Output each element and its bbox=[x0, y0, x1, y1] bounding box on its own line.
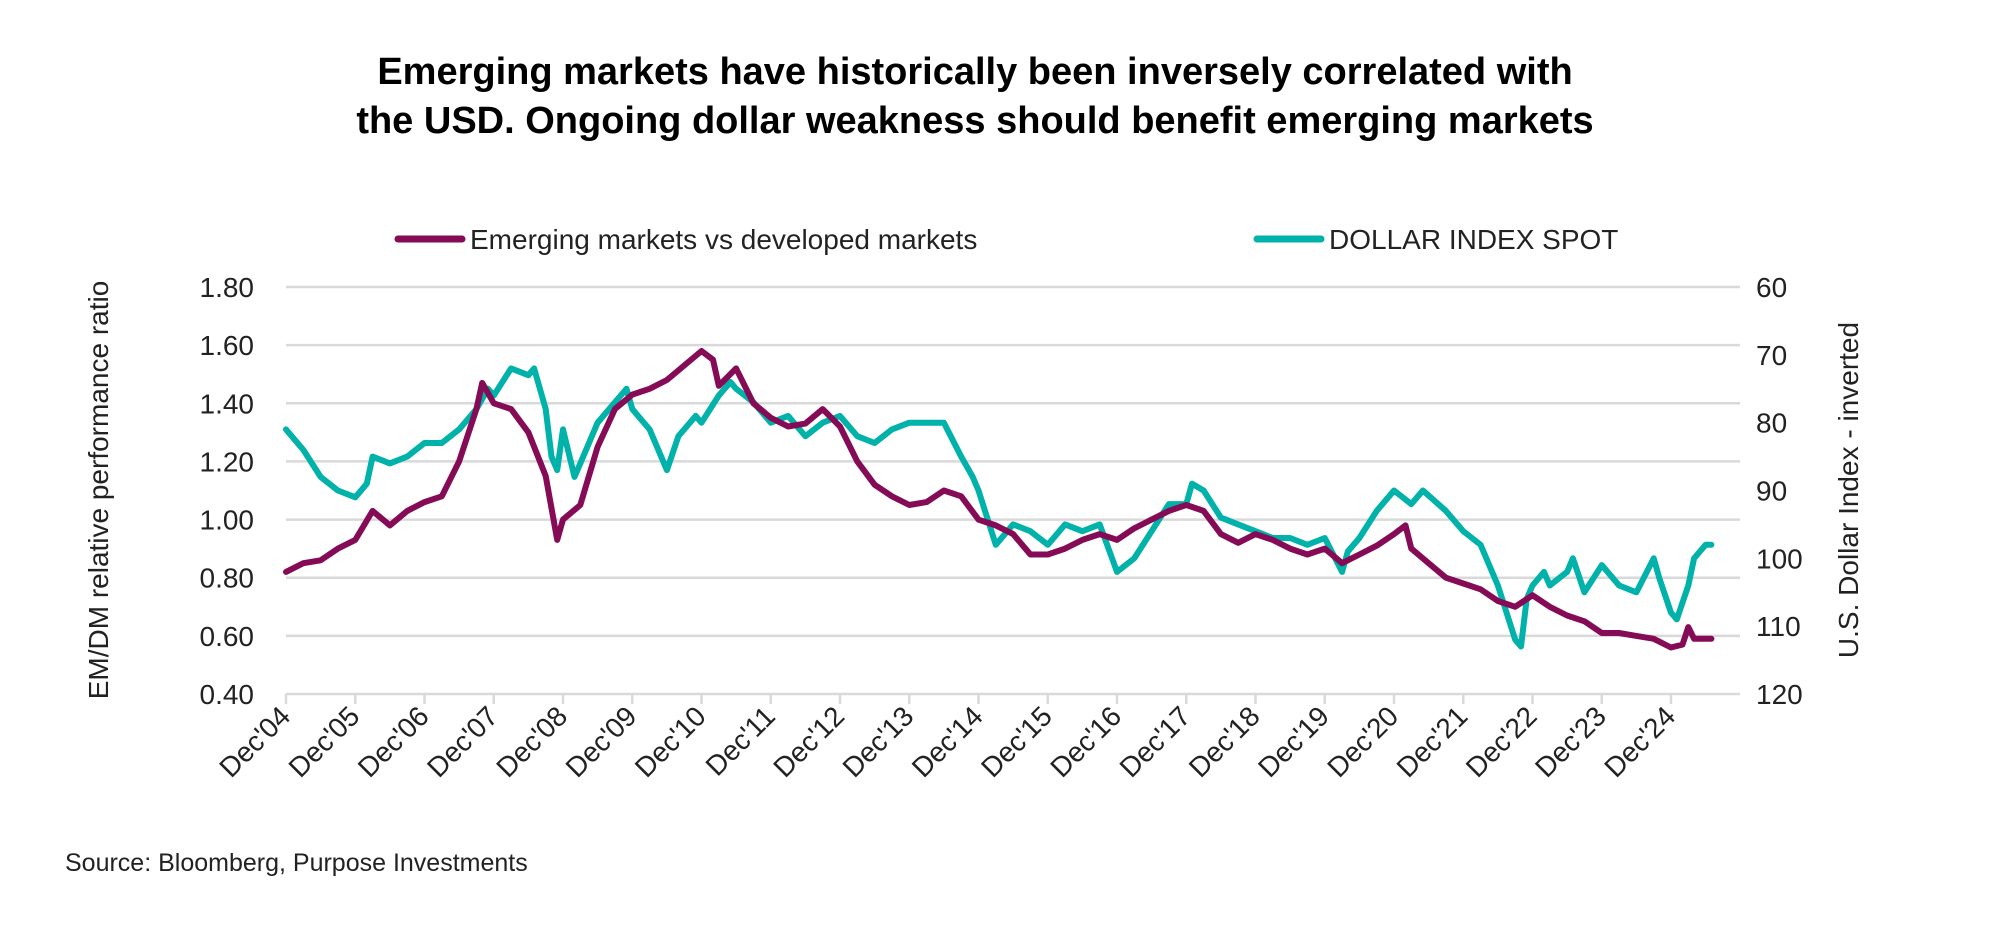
x-tick-label: Dec'23 bbox=[1529, 700, 1612, 783]
right-tick-label: 80 bbox=[1756, 408, 1787, 439]
right-tick-label: 90 bbox=[1756, 476, 1787, 507]
left-tick-label: 1.20 bbox=[200, 446, 255, 477]
right-axis-title: U.S. Dollar Index - inverted bbox=[1833, 322, 1864, 658]
x-tick-label: Dec'08 bbox=[490, 700, 573, 783]
em-vs-dm-line bbox=[283, 348, 1715, 651]
dollar-index-line bbox=[283, 365, 1715, 650]
gridlines bbox=[286, 285, 1740, 696]
x-tick-label: Dec'05 bbox=[283, 700, 366, 783]
source-note: Source: Bloomberg, Purpose Investments bbox=[65, 849, 528, 877]
x-tick-label: Dec'18 bbox=[1183, 700, 1266, 783]
legend-label-em: Emerging markets vs developed markets bbox=[470, 224, 977, 255]
right-tick-label: 100 bbox=[1756, 543, 1803, 574]
x-axis-ticks: Dec'04Dec'05Dec'06Dec'07Dec'08Dec'09Dec'… bbox=[213, 694, 1681, 783]
left-tick-label: 1.00 bbox=[200, 505, 255, 536]
left-tick-label: 1.80 bbox=[200, 272, 255, 303]
right-tick-label: 110 bbox=[1756, 611, 1801, 642]
left-tick-label: 0.40 bbox=[200, 679, 255, 710]
x-tick-label: Dec'09 bbox=[560, 700, 643, 783]
x-tick-label: Dec'24 bbox=[1598, 700, 1681, 783]
x-tick-label: Dec'06 bbox=[352, 700, 435, 783]
x-tick-label: Dec'19 bbox=[1252, 700, 1335, 783]
left-tick-label: 1.40 bbox=[200, 388, 255, 419]
chart-title-line-2: the USD. Ongoing dollar weakness should … bbox=[356, 100, 1593, 142]
x-tick-label: Dec'12 bbox=[767, 700, 850, 783]
x-tick-label: Dec'10 bbox=[629, 700, 712, 783]
left-tick-label: 0.80 bbox=[200, 563, 255, 594]
right-tick-label: 70 bbox=[1756, 340, 1787, 371]
x-tick-label: Dec'11 bbox=[700, 700, 781, 781]
x-tick-label: Dec'13 bbox=[837, 700, 920, 783]
left-axis-title: EM/DM relative performance ratio bbox=[83, 281, 114, 700]
right-tick-label: 60 bbox=[1756, 272, 1787, 303]
left-axis-ticks: 1.80 1.60 1.40 1.20 1.00 0.80 0.60 0.40 bbox=[200, 272, 255, 710]
legend: Emerging markets vs developed markets DO… bbox=[394, 224, 1618, 255]
x-tick-label: Dec'20 bbox=[1321, 700, 1404, 783]
x-tick-label: Dec'14 bbox=[906, 700, 989, 783]
legend-label-dxy: DOLLAR INDEX SPOT bbox=[1329, 224, 1618, 255]
left-tick-label: 0.60 bbox=[200, 621, 255, 652]
x-tick-label: Dec'21 bbox=[1391, 700, 1474, 783]
x-tick-label: Dec'04 bbox=[213, 700, 296, 783]
chart-title-line-1: Emerging markets have historically been … bbox=[377, 51, 1572, 93]
left-tick-label: 1.60 bbox=[200, 330, 255, 361]
x-tick-label: Dec'15 bbox=[975, 700, 1058, 783]
right-axis-ticks: 60 70 80 90 100 110 120 bbox=[1756, 272, 1803, 710]
x-tick-label: Dec'16 bbox=[1044, 700, 1127, 783]
series-lines bbox=[283, 348, 1715, 651]
x-tick-label: Dec'22 bbox=[1460, 700, 1543, 783]
right-tick-label: 120 bbox=[1756, 679, 1803, 710]
x-tick-label: Dec'17 bbox=[1114, 700, 1197, 783]
x-tick-label: Dec'07 bbox=[421, 700, 504, 783]
